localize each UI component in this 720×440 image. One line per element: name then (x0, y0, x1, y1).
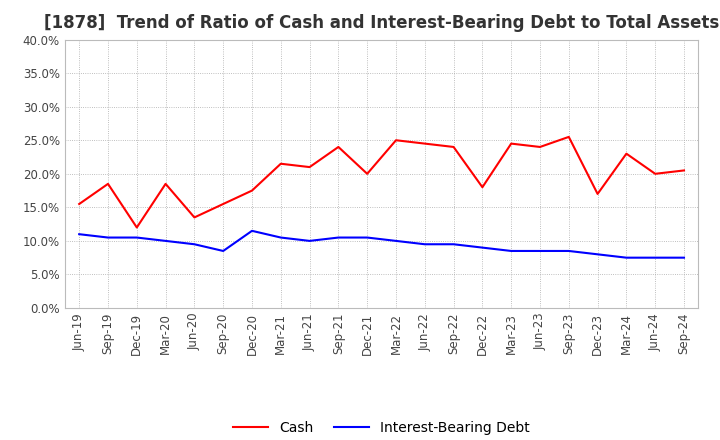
Interest-Bearing Debt (276, 235, 285, 240)
Interest-Bearing Debt (363, 235, 372, 240)
Interest-Bearing Debt (564, 248, 573, 253)
Cash (104, 181, 112, 187)
Line: Interest-Bearing Debt: Interest-Bearing Debt (79, 231, 684, 258)
Cash (449, 144, 458, 150)
Interest-Bearing Debt (248, 228, 256, 234)
Interest-Bearing Debt (420, 242, 429, 247)
Interest-Bearing Debt (75, 231, 84, 237)
Cash (536, 144, 544, 150)
Title: [1878]  Trend of Ratio of Cash and Interest-Bearing Debt to Total Assets: [1878] Trend of Ratio of Cash and Intere… (44, 15, 719, 33)
Interest-Bearing Debt (392, 238, 400, 244)
Cash (420, 141, 429, 146)
Cash (161, 181, 170, 187)
Interest-Bearing Debt (305, 238, 314, 244)
Cash (392, 138, 400, 143)
Interest-Bearing Debt (593, 252, 602, 257)
Cash (651, 171, 660, 176)
Interest-Bearing Debt (334, 235, 343, 240)
Line: Cash: Cash (79, 137, 684, 227)
Cash (190, 215, 199, 220)
Cash (75, 202, 84, 207)
Interest-Bearing Debt (132, 235, 141, 240)
Cash (363, 171, 372, 176)
Cash (132, 225, 141, 230)
Interest-Bearing Debt (507, 248, 516, 253)
Cash (507, 141, 516, 146)
Interest-Bearing Debt (161, 238, 170, 244)
Cash (478, 185, 487, 190)
Interest-Bearing Debt (104, 235, 112, 240)
Cash (593, 191, 602, 197)
Interest-Bearing Debt (680, 255, 688, 260)
Cash (219, 202, 228, 207)
Cash (276, 161, 285, 166)
Cash (305, 165, 314, 170)
Interest-Bearing Debt (449, 242, 458, 247)
Cash (564, 134, 573, 139)
Interest-Bearing Debt (219, 248, 228, 253)
Interest-Bearing Debt (478, 245, 487, 250)
Cash (248, 188, 256, 193)
Interest-Bearing Debt (622, 255, 631, 260)
Interest-Bearing Debt (536, 248, 544, 253)
Cash (680, 168, 688, 173)
Legend: Cash, Interest-Bearing Debt: Cash, Interest-Bearing Debt (228, 415, 536, 440)
Cash (622, 151, 631, 156)
Interest-Bearing Debt (651, 255, 660, 260)
Cash (334, 144, 343, 150)
Interest-Bearing Debt (190, 242, 199, 247)
